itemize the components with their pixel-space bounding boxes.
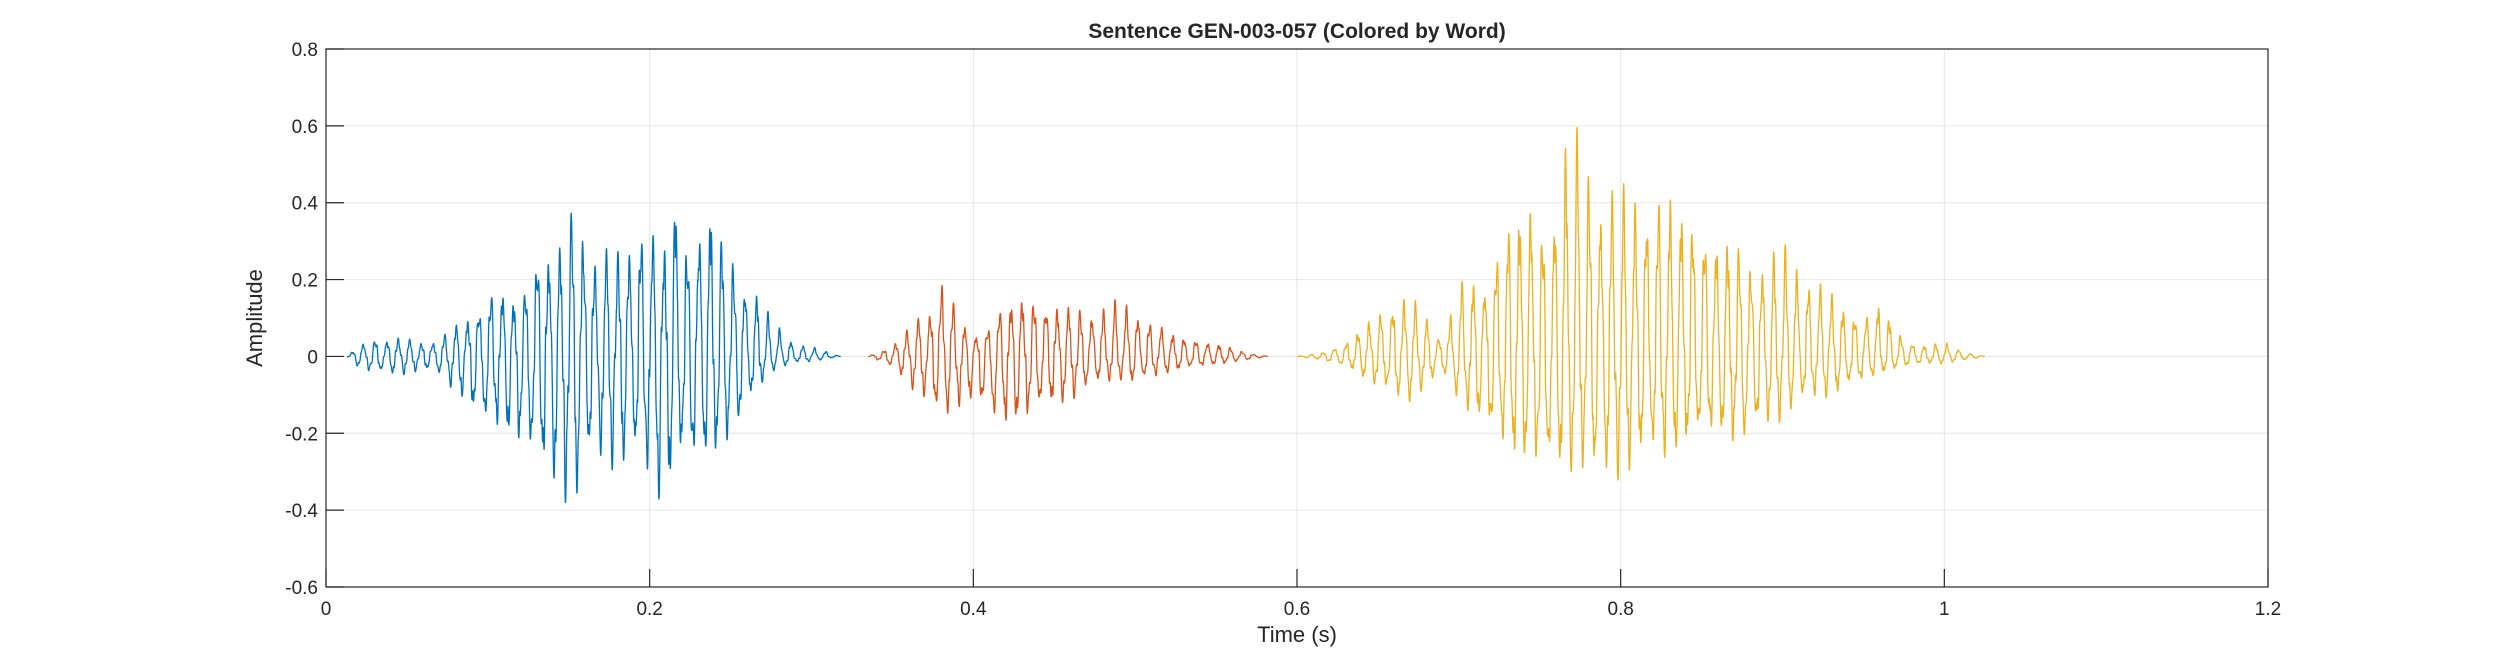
y-tick-label: -0.4 [285,501,318,522]
y-tick-label: 0 [307,347,318,368]
x-tick-label: 0.8 [1607,599,1633,620]
axes-layer [325,48,2269,588]
series-layer [346,126,1986,504]
x-tick-label: 0.2 [636,599,662,620]
y-axis-label: Amplitude [242,269,267,367]
y-tick-label: -0.2 [285,424,318,445]
chart-title: Sentence GEN-003-057 (Colored by Word) [1088,20,1505,43]
x-axis-label: Time (s) [1257,622,1337,647]
waveform-series-1 [346,212,842,504]
x-tick-label: 1.2 [2255,599,2281,620]
y-tick-label: 0.6 [292,117,318,138]
waveform-series-2 [867,284,1269,421]
x-tick-label: 1 [1939,599,1950,620]
y-tick-label: 0.2 [292,271,318,292]
y-tick-label: 0.8 [292,40,318,61]
x-tick-label: 0.4 [960,599,987,620]
y-tick-label: -0.6 [285,578,318,599]
waveform-series-3 [1296,126,1986,481]
x-tick-label: 0 [321,599,332,620]
tick-labels: 0 0.2 0.4 0.6 0.8 1 1.2 -0.6 -0.4 -0.2 0 0.2 0.4 0.6 0… [285,40,2281,620]
y-tick-label: 0.4 [292,194,319,215]
x-tick-label: 0.6 [1284,599,1310,620]
